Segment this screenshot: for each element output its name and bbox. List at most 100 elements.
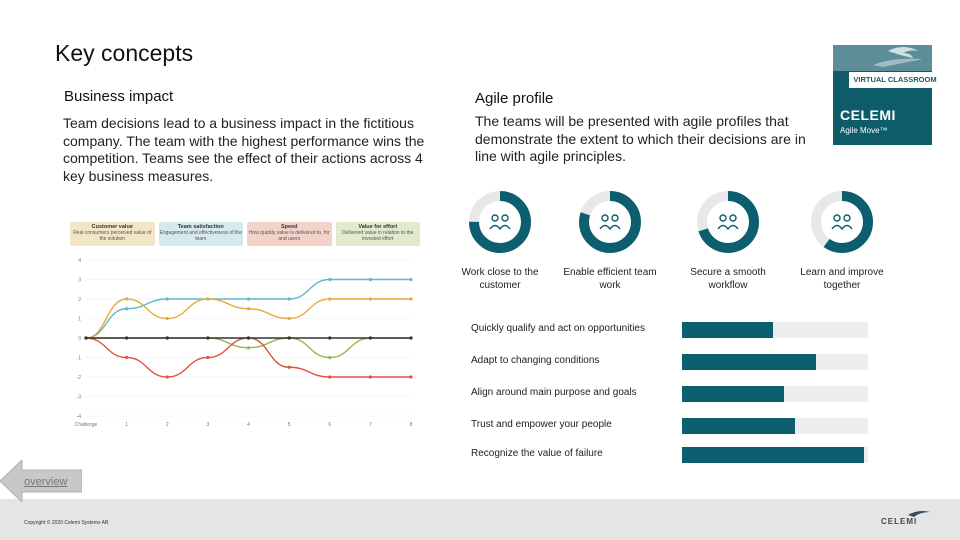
series-point [206,336,210,340]
bar-fill [682,354,816,370]
series-point [328,336,332,340]
bar-label: Adapt to changing conditions [471,355,600,366]
series-point [287,297,291,301]
y-tick-label: -4 [77,414,82,420]
series-point [409,336,413,340]
bar-label: Quickly qualify and act on opportunities [471,323,645,334]
ring-label: Learn and improve together [800,267,884,291]
y-tick-label: 3 [78,278,81,284]
business-impact-heading: Business impact [64,88,174,105]
y-tick-label: -3 [77,395,82,401]
learn-icon [831,214,853,231]
kpi-card-customer-value: Customer value Real consumers perceived … [70,222,155,246]
logo-brand: CELEMI [840,107,896,123]
logo-product: Agile Move™ [840,126,888,135]
series-point [328,355,332,360]
series-point [246,297,251,301]
ring-fill [579,191,641,253]
series-point [287,365,291,369]
team-icon [599,214,621,231]
ring-fill [469,191,531,253]
bar-label: Trust and empower your people [471,419,612,430]
bar-track [682,418,868,434]
series-point [246,346,251,350]
series-point [125,307,129,311]
celemi-agile-move-logo: VIRTUAL CLASSROOM CELEMI Agile Move™ [833,45,941,145]
workflow-icon [717,214,739,231]
series-point [246,336,251,340]
series-point [368,375,372,379]
kpi-card-text: How quickly value is delivered to, for a… [248,230,330,242]
agile-profile-heading: Agile profile [475,90,554,107]
series-point [409,297,413,301]
kpi-card-text: Engagement and effectiveness of the team [159,230,242,242]
bar-track [682,322,868,338]
kpi-card-text: Delivered value in relation to the inves… [342,230,414,242]
series-point [125,297,129,301]
agile-ring [469,191,531,253]
y-tick-label: 2 [78,297,81,303]
agile-ring [811,191,873,253]
series-point [206,355,210,360]
bar-label: Recognize the value of failure [471,448,603,459]
bar-fill [682,322,774,338]
kpi-card-title: Speed [280,224,298,230]
ring-fill [811,191,873,253]
kpi-card-title: Value for effort [358,224,398,230]
y-tick-label: -2 [77,375,82,381]
bar-label: Align around main purpose and goals [471,387,637,398]
kpi-card-team-satisfaction: Team satisfaction Engagement and effecti… [158,222,243,246]
bar-fill [682,447,865,463]
x-tick-label: Challenge [75,422,98,428]
series-point [368,336,372,340]
kpi-card-text: Real consumers perceived value of the so… [73,230,152,242]
series-point [409,375,413,379]
series-point [328,277,332,282]
kpi-card-title: Team satisfaction [177,224,224,230]
back-arrow-icon[interactable] [0,460,82,502]
series-point [328,297,332,301]
people-icon [489,214,511,231]
series-point [368,297,372,301]
x-tick-label: 1 [125,422,128,428]
y-tick-label: 4 [78,258,81,264]
x-tick-label: 8 [410,422,413,428]
series-point [165,297,169,301]
business-impact-line-chart: -4 -3 -2 -1 0 1 2 3 4 Challenge 1 2 3 4 5 6 7 8 [75,258,413,428]
x-tick-label: 5 [288,422,291,428]
x-tick-label: 3 [206,422,209,428]
series-point [287,336,291,340]
series-point [328,375,332,379]
series-point [409,277,413,282]
series-point [165,375,169,379]
ring-label: Secure a smooth workflow [690,267,766,291]
kpi-card-title: Customer value [91,224,133,230]
overview-link[interactable]: overview [24,476,68,488]
business-impact-paragraph: Team decisions lead to a business impact… [63,115,425,184]
series-point [206,297,210,301]
footer-brand: CELEMI [881,517,918,526]
bar-fill [682,418,796,434]
y-tick-label: 0 [78,336,81,342]
x-tick-label: 4 [247,422,250,428]
logo-swoosh [833,45,932,71]
series-point [84,336,88,340]
y-tick-label: 1 [78,317,81,323]
series-point [125,336,129,340]
slide-title: Key concepts [55,40,194,66]
series-point [125,355,129,360]
bar-track [682,447,868,463]
copyright-text: Copyright © 2020 Celemi Systems AB [24,520,109,526]
ring-label: Work close to the customer [461,267,539,291]
kpi-card-speed: Speed How quickly value is delivered to,… [247,222,332,246]
bar-track [682,386,868,402]
x-tick-label: 6 [328,422,331,428]
celemi-swoosh-icon [908,511,930,517]
series-point [287,316,291,321]
series-point [165,316,169,321]
ring-fill [697,191,759,253]
agile-ring [579,191,641,253]
agile-ring [697,191,759,253]
series-point [165,336,169,340]
agile-profile-paragraph: The teams will be presented with agile p… [475,113,806,164]
